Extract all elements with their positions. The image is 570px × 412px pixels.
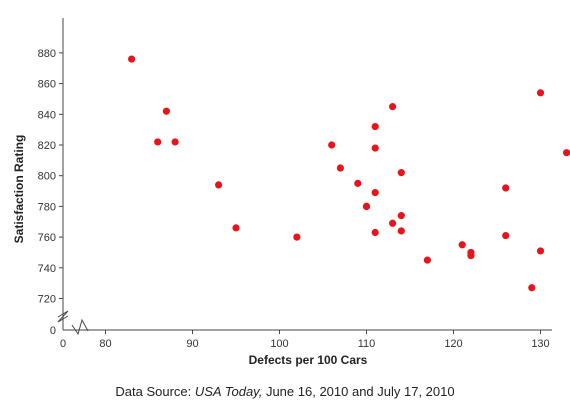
data-point xyxy=(467,251,475,260)
y-tick-label: 820 xyxy=(38,140,56,152)
data-point xyxy=(354,179,362,187)
data-point xyxy=(162,107,170,115)
scatter-chart: 0809010011012013014015016017007207407607… xyxy=(12,18,570,367)
data-point xyxy=(362,202,371,210)
data-point xyxy=(502,231,510,240)
source-prefix: Data Source: xyxy=(115,384,192,399)
source-dates: June 16, 2010 and July 17, 2010 xyxy=(265,384,455,399)
data-point xyxy=(215,181,223,189)
x-axis-title: Defects per 100 Cars xyxy=(249,353,368,367)
x-tick-label: 120 xyxy=(444,338,462,350)
data-point xyxy=(397,227,405,235)
y-tick-label: 760 xyxy=(38,232,56,244)
x-tick-label: 130 xyxy=(531,338,549,350)
data-point xyxy=(536,89,545,97)
y-tick-label: 0 xyxy=(50,325,56,337)
y-axis-title: Satisfaction Rating xyxy=(12,135,26,244)
y-tick-label: 860 xyxy=(38,79,56,91)
plot-area: 0809010011012013014015016017007207407607… xyxy=(38,18,570,350)
data-point xyxy=(397,212,405,220)
x-axis-break-mark xyxy=(71,318,89,336)
data-point xyxy=(536,247,545,255)
x-tick-label: 80 xyxy=(99,338,111,350)
data-point xyxy=(336,164,344,172)
data-point xyxy=(389,219,397,227)
data-point xyxy=(232,224,240,232)
x-tick-label: 0 xyxy=(60,338,66,350)
data-point xyxy=(563,149,570,157)
x-tick-label: 110 xyxy=(358,338,376,350)
y-tick-label: 720 xyxy=(38,294,56,306)
data-point xyxy=(371,188,379,197)
data-point xyxy=(328,141,336,149)
data-point xyxy=(293,233,301,241)
y-tick-label: 880 xyxy=(38,48,56,60)
data-point xyxy=(423,256,431,264)
data-point xyxy=(371,144,379,152)
y-tick-label: 780 xyxy=(38,201,56,213)
x-tick-label: 90 xyxy=(186,338,198,350)
x-tick-label: 100 xyxy=(270,338,288,350)
y-tick-label: 840 xyxy=(38,109,56,121)
data-point xyxy=(389,103,397,111)
source-publication: USA Today, xyxy=(194,384,263,399)
y-tick-label: 740 xyxy=(38,263,56,275)
data-point xyxy=(128,55,136,63)
data-source-note: Data Source: USA Today, June 16, 2010 an… xyxy=(0,384,570,399)
data-point xyxy=(502,184,510,192)
data-point xyxy=(171,138,179,146)
y-tick-label: 800 xyxy=(38,171,56,183)
data-point xyxy=(397,169,405,177)
data-point xyxy=(154,138,162,146)
data-point xyxy=(371,228,379,237)
y-axis-break-mark xyxy=(57,310,69,323)
data-point xyxy=(528,284,536,292)
data-point xyxy=(458,241,466,249)
data-point xyxy=(371,122,379,131)
